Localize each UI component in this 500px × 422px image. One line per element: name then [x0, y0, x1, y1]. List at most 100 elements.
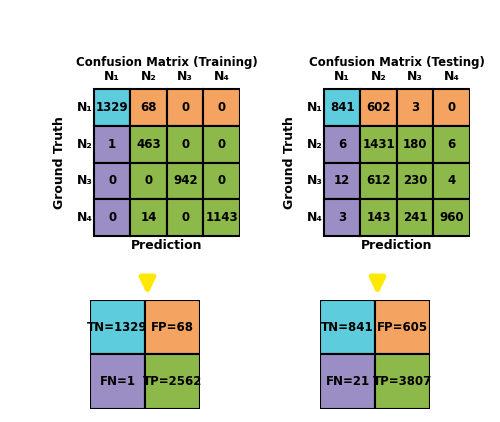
Bar — [324, 126, 360, 162]
Text: N₂: N₂ — [371, 70, 386, 83]
Bar — [167, 89, 203, 126]
Text: 180: 180 — [403, 138, 427, 151]
Text: 4: 4 — [448, 174, 456, 187]
Text: Confusion Matrix (Testing): Confusion Matrix (Testing) — [309, 56, 485, 68]
Text: 6: 6 — [448, 138, 456, 151]
Bar — [167, 162, 203, 199]
Text: 1143: 1143 — [206, 211, 238, 224]
Text: TP=3807: TP=3807 — [373, 376, 432, 388]
Text: N₃: N₃ — [408, 70, 423, 83]
Text: N₂: N₂ — [77, 138, 92, 151]
Text: 0: 0 — [181, 101, 190, 114]
Text: FP=605: FP=605 — [377, 321, 428, 333]
Text: N₄: N₄ — [307, 211, 322, 224]
Bar — [360, 162, 397, 199]
Bar — [397, 89, 434, 126]
Text: 841: 841 — [330, 101, 354, 114]
Text: 0: 0 — [218, 174, 226, 187]
Bar — [324, 89, 360, 126]
Text: 143: 143 — [366, 211, 391, 224]
Text: N₄: N₄ — [444, 70, 460, 83]
Text: 230: 230 — [403, 174, 427, 187]
Bar — [204, 162, 240, 199]
Bar — [94, 126, 130, 162]
Text: N₄: N₄ — [214, 70, 230, 83]
Text: 612: 612 — [366, 174, 391, 187]
Bar — [397, 126, 434, 162]
Bar — [434, 199, 470, 235]
Bar — [94, 89, 130, 126]
Bar — [375, 300, 430, 354]
Bar — [434, 126, 470, 162]
Text: 463: 463 — [136, 138, 161, 151]
Text: N₁: N₁ — [334, 70, 350, 83]
Bar — [167, 126, 203, 162]
Bar — [94, 162, 130, 199]
Bar — [375, 354, 430, 409]
Text: N₄: N₄ — [77, 211, 92, 224]
Text: FN=21: FN=21 — [326, 376, 370, 388]
Text: N₂: N₂ — [307, 138, 322, 151]
Text: 0: 0 — [448, 101, 456, 114]
Text: 942: 942 — [173, 174, 198, 187]
Bar — [130, 126, 167, 162]
Text: Ground Truth: Ground Truth — [52, 116, 66, 209]
Text: TN=841: TN=841 — [322, 321, 374, 333]
Bar — [204, 89, 240, 126]
Text: 602: 602 — [366, 101, 391, 114]
Text: N₃: N₃ — [307, 174, 322, 187]
Bar — [145, 354, 200, 409]
Text: N₃: N₃ — [178, 70, 193, 83]
Text: 6: 6 — [338, 138, 346, 151]
Bar — [167, 199, 203, 235]
Bar — [145, 300, 200, 354]
Text: 0: 0 — [181, 138, 190, 151]
Bar — [130, 89, 167, 126]
Bar — [204, 199, 240, 235]
Text: 960: 960 — [440, 211, 464, 224]
Text: 0: 0 — [144, 174, 152, 187]
Text: Confusion Matrix (Training): Confusion Matrix (Training) — [76, 56, 258, 68]
Bar — [90, 300, 145, 354]
Text: 68: 68 — [140, 101, 157, 114]
Text: 1329: 1329 — [96, 101, 128, 114]
Text: N₃: N₃ — [77, 174, 92, 187]
Bar — [360, 199, 397, 235]
Bar — [397, 162, 434, 199]
Bar — [360, 89, 397, 126]
Text: 0: 0 — [218, 101, 226, 114]
Bar — [434, 89, 470, 126]
Text: N₁: N₁ — [77, 101, 92, 114]
Bar — [360, 126, 397, 162]
Text: 12: 12 — [334, 174, 350, 187]
Text: TP=2562: TP=2562 — [142, 376, 202, 388]
Bar — [94, 199, 130, 235]
Text: 0: 0 — [108, 211, 116, 224]
Text: FN=1: FN=1 — [100, 376, 136, 388]
Bar — [90, 354, 145, 409]
Text: 3: 3 — [338, 211, 346, 224]
Bar — [397, 199, 434, 235]
Bar — [130, 199, 167, 235]
Bar — [324, 162, 360, 199]
Text: N₂: N₂ — [141, 70, 156, 83]
Text: 0: 0 — [218, 138, 226, 151]
Text: 14: 14 — [140, 211, 157, 224]
Text: N₁: N₁ — [104, 70, 120, 83]
Bar — [320, 354, 375, 409]
Text: 1431: 1431 — [362, 138, 395, 151]
Text: TN=1329: TN=1329 — [88, 321, 148, 333]
Bar — [434, 162, 470, 199]
Text: 3: 3 — [411, 101, 420, 114]
Bar — [324, 199, 360, 235]
Bar — [320, 300, 375, 354]
Text: 241: 241 — [403, 211, 427, 224]
Text: 1: 1 — [108, 138, 116, 151]
Text: Prediction: Prediction — [131, 239, 202, 252]
Text: FP=68: FP=68 — [151, 321, 194, 333]
Bar — [204, 126, 240, 162]
Text: 0: 0 — [108, 174, 116, 187]
Bar — [130, 162, 167, 199]
Text: 0: 0 — [181, 211, 190, 224]
Text: Ground Truth: Ground Truth — [282, 116, 296, 209]
